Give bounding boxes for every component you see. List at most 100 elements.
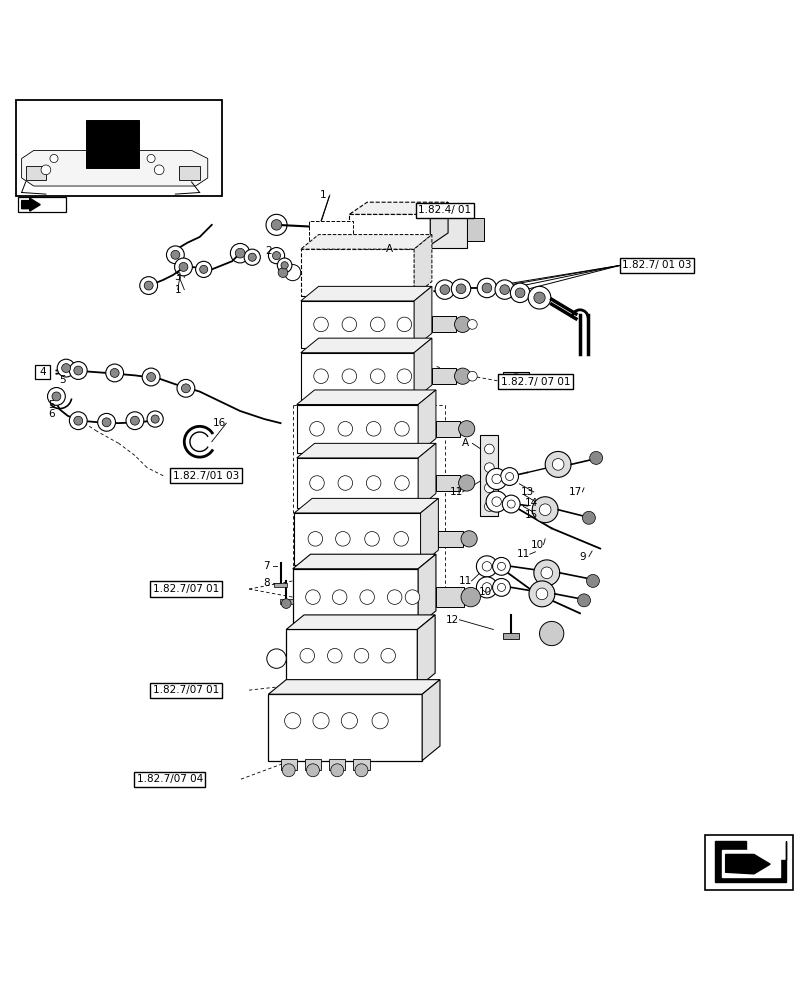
Circle shape [539,504,551,516]
Text: 1.82.7/01 03: 1.82.7/01 03 [173,471,239,481]
Circle shape [394,422,409,436]
Circle shape [235,248,245,258]
Circle shape [174,258,192,276]
Bar [430,212,466,248]
Bar [503,372,528,388]
Circle shape [586,574,599,587]
Circle shape [505,473,513,481]
Circle shape [484,463,494,472]
Circle shape [266,214,287,235]
Circle shape [105,364,123,382]
Circle shape [69,412,87,430]
Polygon shape [721,850,779,877]
Polygon shape [422,680,440,761]
Circle shape [144,281,153,290]
Bar [281,759,296,770]
Circle shape [440,285,449,294]
Polygon shape [414,235,431,296]
Circle shape [502,495,520,513]
Circle shape [281,599,290,608]
Text: 1.82.7/07 01: 1.82.7/07 01 [152,685,219,695]
Circle shape [577,594,590,607]
Circle shape [170,250,179,259]
Circle shape [267,649,286,668]
Circle shape [484,502,494,511]
Circle shape [181,384,190,393]
Polygon shape [296,390,436,405]
Circle shape [461,587,480,607]
Polygon shape [300,286,431,301]
Circle shape [307,532,322,546]
Circle shape [531,497,557,523]
Polygon shape [296,443,436,458]
Circle shape [589,451,602,464]
Circle shape [147,411,163,427]
Circle shape [533,292,544,303]
Circle shape [467,320,477,329]
Circle shape [306,764,319,777]
Polygon shape [714,841,785,882]
Circle shape [268,248,285,264]
Text: A: A [386,244,393,254]
Bar [431,316,456,332]
Circle shape [332,590,346,604]
Circle shape [126,412,144,430]
Circle shape [341,369,356,383]
Circle shape [364,532,379,546]
Bar [438,531,462,547]
Text: 1: 1 [320,190,326,200]
Polygon shape [300,235,431,249]
Bar [300,301,414,348]
Circle shape [281,262,288,269]
Circle shape [482,283,491,293]
Circle shape [370,317,384,332]
Bar [466,218,484,241]
Circle shape [394,476,409,490]
Circle shape [139,277,157,294]
Circle shape [370,369,384,383]
Text: 16: 16 [213,418,226,428]
Circle shape [484,483,494,493]
Polygon shape [22,198,41,211]
Polygon shape [430,202,448,245]
Bar [294,513,420,565]
Circle shape [387,590,401,604]
Text: 1: 1 [174,285,181,295]
Text: 17: 17 [569,487,581,497]
Circle shape [486,491,507,512]
Circle shape [178,262,187,271]
Circle shape [451,279,470,299]
Text: 2: 2 [265,246,272,256]
Circle shape [492,557,510,575]
Text: 1.82.7/ 07 01: 1.82.7/ 07 01 [500,377,569,387]
Text: 3: 3 [174,272,181,282]
Circle shape [62,364,71,373]
Text: 15: 15 [524,510,538,520]
Bar [503,633,519,639]
Circle shape [69,362,87,379]
Bar [436,475,460,491]
Circle shape [454,316,470,332]
Circle shape [285,713,300,729]
Circle shape [528,581,554,607]
Circle shape [497,583,505,591]
Circle shape [50,154,58,163]
Circle shape [544,451,570,477]
Text: 14: 14 [524,498,538,508]
Circle shape [507,500,514,508]
Polygon shape [418,390,436,453]
Circle shape [299,648,314,663]
Circle shape [461,531,477,547]
Circle shape [482,562,491,571]
Circle shape [539,621,563,646]
Circle shape [341,713,357,729]
Circle shape [97,413,115,431]
Bar [304,759,320,770]
Circle shape [200,265,208,273]
Circle shape [497,562,505,570]
Circle shape [313,369,328,383]
Circle shape [244,249,260,265]
Circle shape [500,468,518,485]
Circle shape [456,284,466,294]
Circle shape [277,258,291,273]
